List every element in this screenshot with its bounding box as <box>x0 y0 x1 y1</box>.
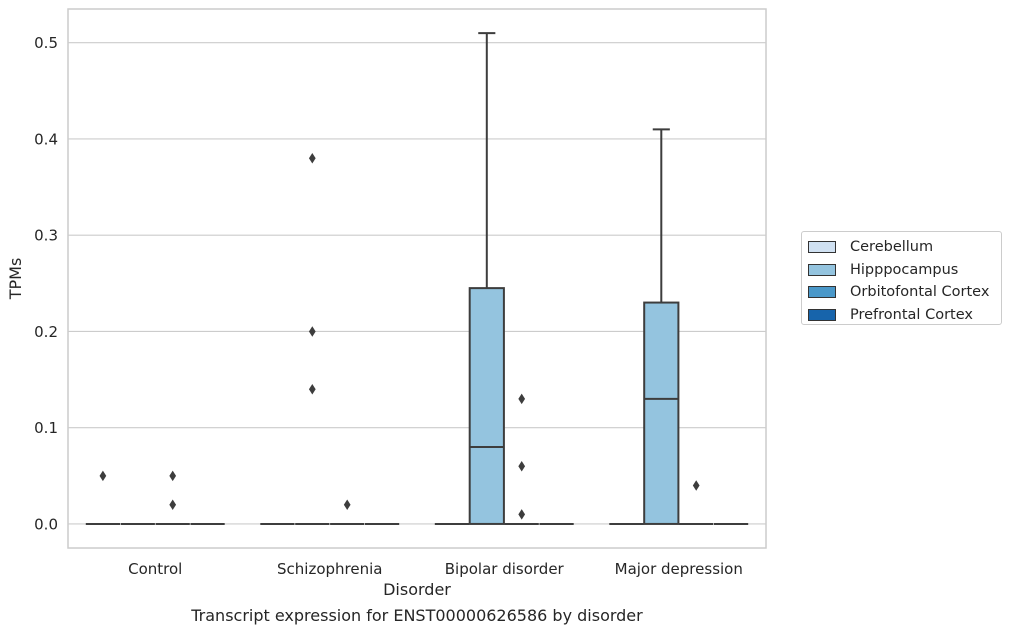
outlier-point <box>692 480 700 491</box>
x-axis-label: Disorder <box>383 580 451 599</box>
y-axis-label: TPMs <box>6 258 25 301</box>
y-tick-label: 0.2 <box>34 323 58 341</box>
y-tick-label: 0.4 <box>34 130 58 148</box>
legend-item: Hipppocampus <box>808 259 1001 282</box>
legend: Cerebellum Hipppocampus Orbitofontal Corte… <box>801 231 1002 325</box>
legend-item: Prefrontal Cortex <box>808 304 1001 327</box>
y-axis-ticks: 0.0 0.1 0.2 0.3 0.4 0.5 <box>34 34 58 533</box>
outlier-point <box>308 326 316 337</box>
legend-swatch <box>808 308 836 321</box>
legend-swatch <box>808 241 836 254</box>
outlier-point <box>308 383 316 395</box>
outlier-point <box>343 499 351 510</box>
box-plot-series <box>85 32 749 525</box>
legend-swatch <box>808 286 836 299</box>
legend-item: Orbitofontal Cortex <box>808 281 1001 304</box>
legend-label: Orbitofontal Cortex <box>850 284 990 301</box>
legend-label: Cerebellum <box>850 239 934 256</box>
y-tick-label: 0.5 <box>34 34 58 52</box>
outlier-point <box>169 499 177 510</box>
legend-swatch <box>808 263 836 276</box>
outlier-point <box>518 393 526 405</box>
legend-label: Prefrontal Cortex <box>850 306 973 323</box>
y-tick-label: 0.0 <box>34 515 58 533</box>
x-tick-label: Control <box>128 560 182 578</box>
plot-frame <box>67 8 767 549</box>
y-tick-label: 0.3 <box>34 227 58 245</box>
y-tick-label: 0.1 <box>34 419 58 437</box>
x-tick-label: Schizophrenia <box>277 560 382 578</box>
outlier-point <box>99 470 107 482</box>
legend-item: Cerebellum <box>808 236 1001 259</box>
outlier-point <box>518 460 526 472</box>
x-tick-label: Bipolar disorder <box>445 560 565 578</box>
x-tick-label: Major depression <box>615 560 743 578</box>
legend-label: Hipppocampus <box>850 261 959 278</box>
box <box>468 287 505 525</box>
outlier-point <box>169 470 177 482</box>
outlier-point <box>308 152 316 164</box>
box <box>643 301 680 525</box>
x-axis-ticks: Control Schizophrenia Bipolar disorder Majo… <box>128 560 743 578</box>
outlier-point <box>518 509 526 520</box>
chart-caption: Transcript expression for ENST0000062658… <box>191 606 643 625</box>
